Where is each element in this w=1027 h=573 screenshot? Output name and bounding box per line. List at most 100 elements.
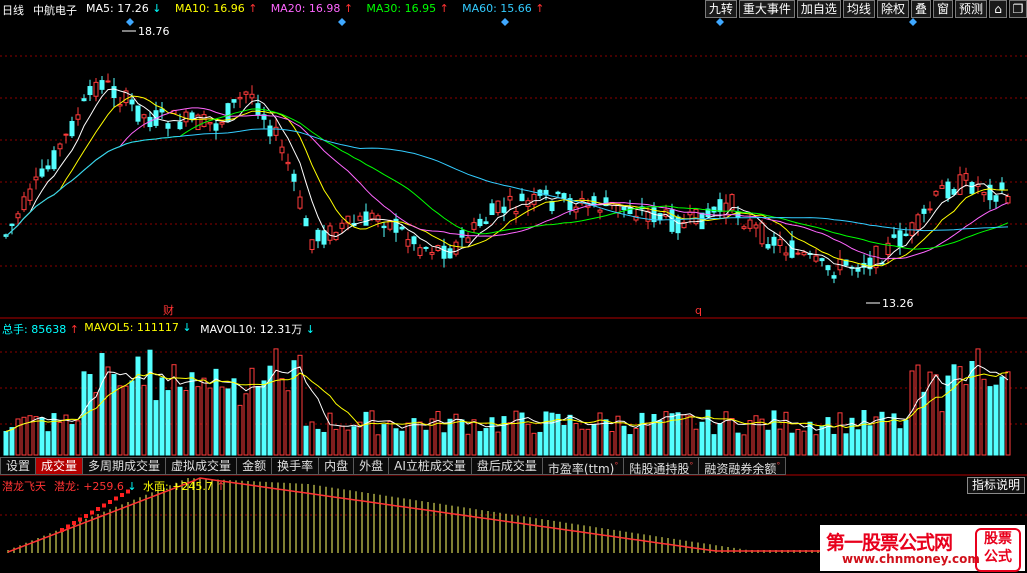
- tab-7[interactable]: 外盘: [354, 457, 390, 475]
- tab-8[interactable]: AI立桩成交量: [389, 457, 472, 475]
- ma-line: [5, 88, 1009, 269]
- volume-bar: [21, 416, 27, 456]
- candle-body: [45, 165, 51, 170]
- volume-bar: [261, 380, 267, 456]
- candle-body: [189, 112, 195, 120]
- candle-body: [903, 233, 909, 237]
- home-icon[interactable]: ⌂: [989, 0, 1007, 18]
- volume-bar: [159, 377, 165, 456]
- candle-body: [501, 206, 507, 213]
- candle-body: [465, 237, 471, 243]
- tab-label: 盘后成交量: [476, 459, 537, 473]
- candle-body: [327, 225, 333, 241]
- volume-bar: [975, 348, 981, 456]
- candle-body: [897, 230, 903, 248]
- tab-10[interactable]: 市盈率(ttm)°: [542, 457, 625, 476]
- candle-body: [747, 219, 753, 229]
- candle-body: [777, 239, 783, 246]
- volume-bar: [597, 412, 603, 456]
- volume-bar: [501, 416, 507, 456]
- candle-body: [561, 193, 567, 199]
- candle-body: [759, 222, 765, 245]
- toolbar-button-4[interactable]: 除权: [876, 0, 909, 18]
- volume-bar: [453, 413, 459, 456]
- candle-body: [309, 239, 315, 251]
- indicator-block: [102, 503, 106, 508]
- tab-11[interactable]: 陆股通持股°: [624, 457, 700, 476]
- candle-body: [363, 211, 369, 226]
- candle-body: [303, 218, 309, 227]
- volume-bar: [987, 386, 993, 456]
- candle-body: [369, 212, 375, 220]
- indicator-legend: 潜龙飞天 潜龙: +259.6 ↓ 水面: +245.7 ↑: [0, 478, 500, 494]
- seal-top: 股票: [984, 531, 1012, 547]
- volume-bars: [3, 348, 1011, 456]
- tab-6[interactable]: 内盘: [319, 457, 355, 475]
- tab-0[interactable]: 设置: [0, 457, 37, 475]
- trend-arrow-icon: ↑: [212, 480, 226, 493]
- legend-label: MA5: 17.26: [86, 2, 149, 15]
- volume-bar: [507, 422, 513, 456]
- candle-body: [567, 198, 573, 211]
- candle-body: [21, 196, 27, 211]
- event-diamond-icon: [909, 18, 917, 26]
- tab-4[interactable]: 金额: [237, 457, 273, 475]
- tab-3[interactable]: 虚拟成交量: [166, 457, 238, 475]
- tab-dot: °: [776, 461, 781, 470]
- candle-body: [813, 255, 819, 262]
- legend-item: 潜龙: +259.6 ↓: [54, 478, 137, 494]
- trend-arrow-icon: ↓: [302, 323, 315, 336]
- volume-bar: [267, 365, 273, 456]
- volume-bar: [309, 421, 315, 456]
- candle-body: [555, 191, 561, 195]
- legend-item: 水面: +245.7 ↑: [143, 478, 226, 494]
- tab-12[interactable]: 融资融券余额°: [699, 457, 787, 476]
- candle-body: [669, 209, 675, 232]
- toolbar-button-6[interactable]: 窗: [932, 0, 953, 18]
- event-diamond-icon: [126, 18, 134, 26]
- volume-bar: [135, 356, 141, 456]
- volume-bar: [843, 433, 849, 456]
- candle-body: [129, 99, 135, 105]
- toolbar-button-0[interactable]: 九转: [704, 0, 737, 18]
- toolbar-button-2[interactable]: 加自选: [796, 0, 841, 18]
- volume-bar: [813, 434, 819, 456]
- candle-body: [951, 189, 957, 195]
- volume-bar: [789, 432, 795, 456]
- tab-2[interactable]: 多周期成交量: [83, 457, 167, 475]
- candle-body: [81, 98, 87, 102]
- candle-body: [921, 208, 927, 214]
- indicator-block: [60, 528, 64, 532]
- candle-body: [603, 197, 609, 207]
- volume-bar: [699, 421, 705, 456]
- volume-bar: [483, 428, 489, 456]
- candle-body: [207, 121, 213, 125]
- volume-ma-line: [5, 372, 1009, 432]
- tab-9[interactable]: 盘后成交量: [471, 457, 543, 475]
- toolbar-button-3[interactable]: 均线: [842, 0, 875, 18]
- indicator-help-button[interactable]: 指标说明: [966, 477, 1025, 494]
- indicator-name: 潜龙飞天: [2, 480, 46, 493]
- volume-bar: [759, 418, 765, 456]
- candle-body: [933, 190, 939, 196]
- volume-bar: [291, 360, 297, 456]
- tab-1[interactable]: 成交量: [36, 457, 84, 475]
- volume-bar: [195, 386, 201, 456]
- volume-bar: [3, 430, 9, 456]
- candle-body: [471, 222, 477, 230]
- volume-bar: [387, 420, 393, 456]
- legend-item: MA60: 15.66 ↑: [462, 2, 544, 15]
- toolbar-button-1[interactable]: 重大事件: [738, 0, 795, 18]
- event-diamond-icon: [716, 18, 724, 26]
- tab-5[interactable]: 换手率: [272, 457, 320, 475]
- tab-label: 陆股通持股: [629, 462, 690, 476]
- legend-label: MAVOL10: 12.31万: [200, 323, 303, 336]
- candle-body: [885, 242, 891, 255]
- toolbar-button-7[interactable]: 预测: [954, 0, 987, 18]
- volume-bar: [165, 390, 171, 456]
- toolbar-button-5[interactable]: 叠: [910, 0, 931, 18]
- candle-body: [105, 80, 111, 83]
- legend-label: 水面: +245.7: [143, 480, 213, 493]
- candle-body: [963, 173, 969, 181]
